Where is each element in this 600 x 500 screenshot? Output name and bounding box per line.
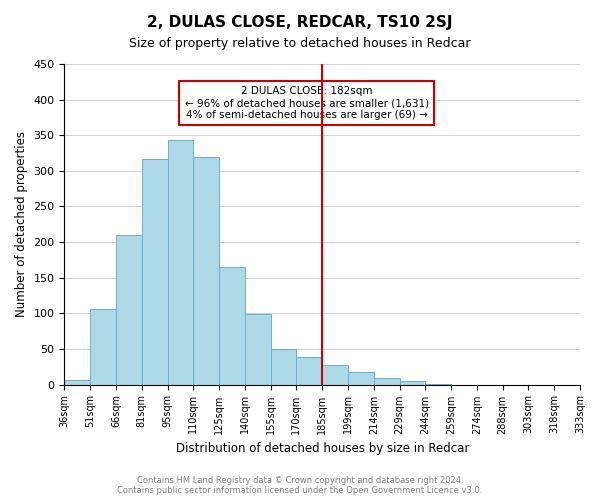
Text: 2, DULAS CLOSE, REDCAR, TS10 2SJ: 2, DULAS CLOSE, REDCAR, TS10 2SJ [147, 15, 453, 30]
Text: Contains HM Land Registry data © Crown copyright and database right 2024.
Contai: Contains HM Land Registry data © Crown c… [118, 476, 482, 495]
Text: 2 DULAS CLOSE: 182sqm
← 96% of detached houses are smaller (1,631)
4% of semi-de: 2 DULAS CLOSE: 182sqm ← 96% of detached … [185, 86, 429, 120]
Bar [322, 364, 348, 384]
X-axis label: Distribution of detached houses by size in Redcar: Distribution of detached houses by size … [176, 442, 469, 455]
Bar [400, 381, 425, 384]
Bar [142, 158, 167, 384]
Bar [193, 156, 219, 384]
Bar [167, 140, 193, 384]
Bar [90, 309, 116, 384]
Bar [64, 380, 90, 384]
Bar [374, 378, 400, 384]
Y-axis label: Number of detached properties: Number of detached properties [15, 132, 28, 318]
Text: Size of property relative to detached houses in Redcar: Size of property relative to detached ho… [129, 38, 471, 51]
Bar [348, 372, 374, 384]
Bar [116, 235, 142, 384]
Bar [296, 358, 322, 384]
Bar [245, 314, 271, 384]
Bar [219, 267, 245, 384]
Bar [271, 349, 296, 384]
